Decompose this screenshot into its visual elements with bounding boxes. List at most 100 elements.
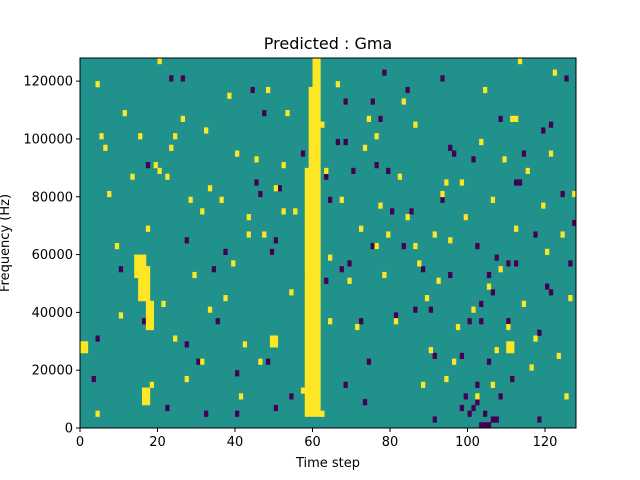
low-cell [169,75,174,82]
high-cell [568,295,573,302]
high-cell [165,173,170,180]
high-cell [169,144,174,151]
high-cell [238,393,244,400]
high-cell [130,173,135,180]
high-cell [432,231,437,238]
high-block [506,341,515,354]
high-block [308,86,321,169]
low-cell [370,243,375,250]
high-cell [324,167,329,175]
low-cell [393,312,399,319]
high-cell [510,115,515,122]
high-block [145,300,155,331]
high-cell [173,335,178,342]
low-cell [343,138,348,146]
high-cell [254,156,259,163]
x-tick-label: 100 [455,435,480,450]
low-cell [269,248,275,255]
low-cell [494,416,499,423]
high-cell [95,410,100,417]
high-cell [560,231,565,238]
y-axis-label: Frequency (Hz) [0,194,13,292]
high-cell [145,225,151,232]
low-cell [343,98,348,105]
low-cell [459,404,465,412]
low-cell [514,260,519,267]
high-cell [362,144,368,151]
heatmap-background [80,58,576,428]
high-cell [386,231,391,238]
low-cell [510,375,515,383]
low-cell [95,335,100,342]
high-cell [502,156,507,163]
high-cell [541,202,546,209]
low-cell [479,300,484,307]
high-cell [452,358,457,365]
low-cell [475,399,480,406]
high-cell [486,283,492,290]
y-tick-label: 100000 [23,132,73,147]
high-cell [188,196,193,203]
x-axis-label: Time step [295,456,360,471]
high-cell [498,266,503,273]
high-cell [397,173,403,180]
high-cell [479,138,484,146]
low-cell [204,410,209,417]
high-cell [118,312,124,319]
low-cell [235,370,240,377]
low-cell [196,358,201,365]
plot-frame [79,57,577,429]
high-cell [335,81,341,88]
high-cell [300,387,306,394]
high-cell [262,231,267,238]
high-cell [258,358,263,365]
high-cell [285,110,290,117]
heatmap-cells [80,58,577,429]
high-cell [463,214,468,221]
high-cell [246,214,251,221]
low-cell [289,393,294,400]
low-cell [235,410,240,417]
low-cell [145,162,151,169]
high-cell [153,162,158,169]
low-cell [463,393,468,400]
low-cell [572,219,577,227]
low-cell [471,404,476,412]
low-cell [401,243,406,250]
low-cell [328,196,333,203]
low-cell [378,115,383,122]
low-cell [479,422,484,429]
high-cell [455,323,461,331]
low-cell [390,208,395,215]
low-cell [432,416,437,423]
high-cell [494,347,499,354]
y-axis: 0 20000 40000 60000 80000 100000 120000 [23,75,80,437]
x-tick-label: 40 [227,435,244,450]
low-cell [486,271,492,279]
high-cell [293,208,298,215]
y-tick-label: 80000 [32,190,73,205]
y-tick-label: 120000 [23,75,73,90]
high-cell [207,306,213,313]
low-cell [91,375,96,383]
low-cell [568,260,573,267]
high-cell [138,133,143,140]
x-tick-label: 60 [304,435,321,450]
high-block [312,58,321,88]
high-cell [421,381,426,388]
low-cell [490,416,496,423]
x-tick-label: 0 [76,435,84,450]
low-cell [517,179,523,186]
high-cell [378,202,383,209]
low-cell [258,190,263,198]
plot-area [80,58,576,428]
high-cell [328,254,333,261]
high-cell [428,347,434,354]
high-cell [401,98,406,105]
high-cell [382,271,387,279]
high-block [269,335,279,348]
high-cell [207,185,213,192]
high-cell [490,381,496,388]
high-cell [417,260,422,267]
